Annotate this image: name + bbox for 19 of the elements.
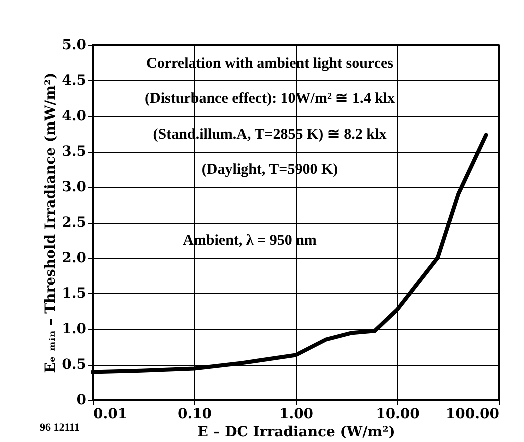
text: 96 12111 [40,422,80,434]
y-tick-label: 3.5 [62,144,86,160]
x-tick-label: 100.00 [446,406,500,422]
x-tick-label: 1.00 [279,406,314,422]
y-tick-label: 4.0 [62,108,87,124]
y-tick-label: 0 [76,392,87,408]
y-tick-label: 1.0 [62,322,87,338]
y-tick-label: 4.5 [62,73,86,89]
x-tick-label: 0.10 [178,406,212,422]
y-tick-label: 3.0 [62,180,87,196]
y-axis-title: Eₑ ₘᵢₙ – Threshold Irradiance (mW/m²) [43,72,60,374]
x-axis-title: E – DC Irradiance (W/m²) [198,424,396,440]
y-tick-label: 0.5 [62,357,86,373]
y-tick-label: 5.0 [62,38,87,54]
y-tick-label: 2.0 [62,250,87,266]
x-tick-label: 0.01 [94,406,128,422]
x-tick-label: 10.00 [376,406,420,422]
y-tick-label: 1.5 [62,286,86,302]
y-tick-label: 2.5 [62,215,86,231]
